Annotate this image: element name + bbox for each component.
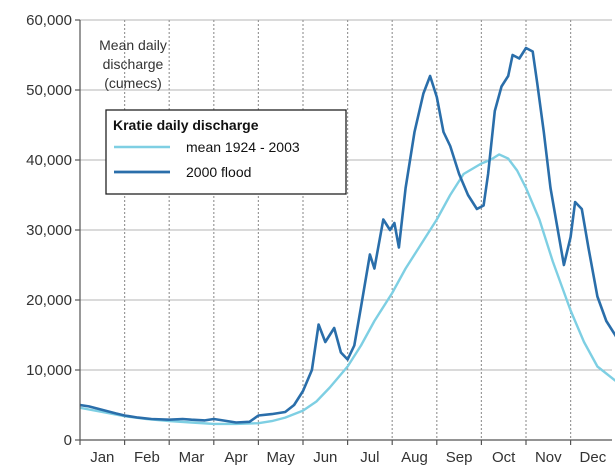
y-tick-label: 30,000 (26, 222, 72, 239)
x-tick-label: Nov (535, 449, 562, 466)
y-axis-label-line: (cumecs) (104, 75, 162, 91)
legend-label-mean: mean 1924 - 2003 (186, 139, 300, 155)
x-tick-label: Jan (90, 449, 114, 466)
x-tick-label: Sep (446, 449, 473, 466)
y-axis-label-line: Mean daily (99, 37, 167, 53)
x-tick-label: Feb (134, 449, 160, 466)
series-layer (80, 46, 615, 426)
series-line-2000-flood (80, 46, 615, 424)
y-tick-label: 60,000 (26, 12, 72, 29)
legend-box (105, 109, 347, 195)
x-tick-label: Jun (313, 449, 337, 466)
x-tick-label: Jul (360, 449, 379, 466)
y-tick-label: 0 (64, 432, 72, 449)
legend-title: Kratie daily discharge (113, 117, 259, 133)
x-tick-label: Oct (492, 449, 516, 466)
x-tick-label: Dec (580, 449, 607, 466)
legend-label-2000-flood: 2000 flood (186, 164, 251, 180)
legend: Kratie daily discharge mean 1924 - 2003 20… (105, 109, 347, 195)
y-tick-label: 50,000 (26, 82, 72, 99)
series-line-mean (80, 153, 615, 426)
y-axis-label: Mean daily discharge (cumecs) (99, 37, 167, 91)
x-tick-label: Aug (401, 449, 428, 466)
x-tick-label: May (267, 449, 296, 466)
y-tick-label: 10,000 (26, 362, 72, 379)
axis-layer: 0 10,000 20,000 30,000 40,000 50,000 60,000 Jan… (26, 12, 612, 466)
x-tick-label: Apr (224, 449, 247, 466)
y-axis-label-line: discharge (103, 56, 164, 72)
x-tick-label: Mar (179, 449, 205, 466)
y-tick-label: 20,000 (26, 292, 72, 309)
y-tick-label: 40,000 (26, 152, 72, 169)
